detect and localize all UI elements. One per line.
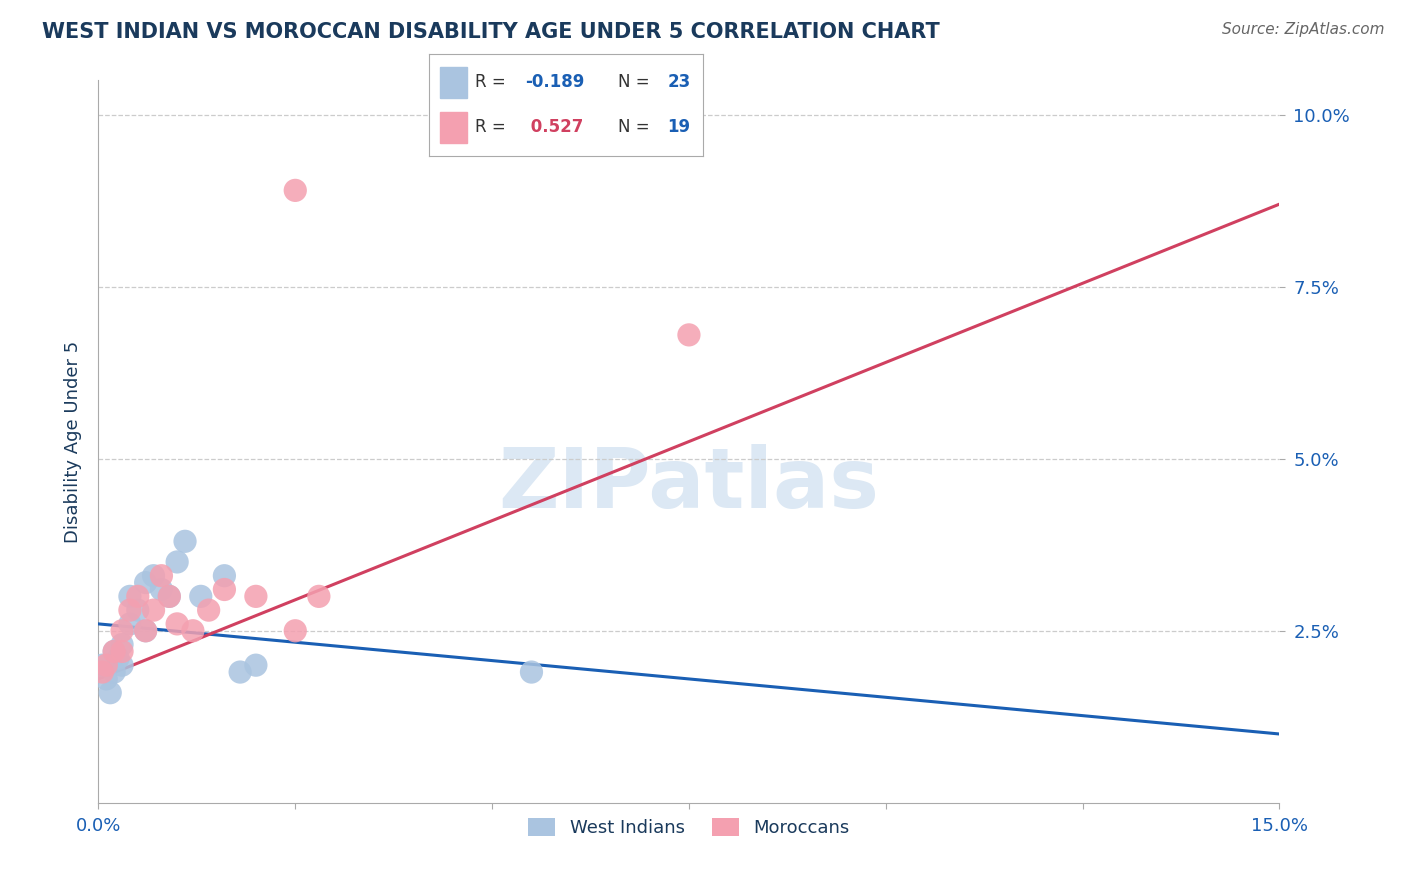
- Point: [150, 568, 173, 582]
- Point: [245, 590, 267, 604]
- Text: 0.527: 0.527: [524, 119, 583, 136]
- Point: [111, 658, 134, 673]
- Point: [308, 590, 330, 604]
- Point: [166, 555, 188, 569]
- Point: [284, 624, 307, 638]
- Text: R =: R =: [475, 73, 512, 91]
- Legend: West Indians, Moroccans: West Indians, Moroccans: [522, 811, 856, 845]
- Point: [111, 638, 134, 652]
- Y-axis label: Disability Age Under 5: Disability Age Under 5: [63, 341, 82, 542]
- Point: [520, 665, 543, 679]
- Text: 23: 23: [668, 73, 690, 91]
- Point: [103, 644, 125, 658]
- Point: [135, 575, 157, 590]
- Point: [197, 603, 219, 617]
- Bar: [440, 67, 467, 97]
- Point: [150, 582, 173, 597]
- Point: [118, 603, 141, 617]
- Point: [135, 624, 157, 638]
- Point: [245, 658, 267, 673]
- Point: [174, 534, 197, 549]
- Point: [96, 658, 118, 673]
- Point: [166, 616, 188, 631]
- Point: [111, 644, 134, 658]
- Point: [91, 658, 114, 673]
- Text: ZIPatlas: ZIPatlas: [499, 444, 879, 525]
- Point: [142, 603, 165, 617]
- Text: R =: R =: [475, 119, 512, 136]
- Point: [214, 568, 236, 582]
- Text: N =: N =: [619, 73, 655, 91]
- Point: [157, 590, 180, 604]
- Bar: [440, 112, 467, 143]
- Point: [103, 665, 125, 679]
- Point: [107, 651, 129, 665]
- Point: [181, 624, 204, 638]
- Point: [91, 665, 114, 679]
- Point: [229, 665, 252, 679]
- Point: [118, 616, 141, 631]
- Point: [135, 624, 157, 638]
- Text: Source: ZipAtlas.com: Source: ZipAtlas.com: [1222, 22, 1385, 37]
- Point: [103, 644, 125, 658]
- Point: [214, 582, 236, 597]
- Point: [127, 603, 149, 617]
- Text: -0.189: -0.189: [524, 73, 583, 91]
- Point: [96, 672, 118, 686]
- Point: [190, 590, 212, 604]
- Point: [678, 327, 700, 342]
- Point: [157, 590, 180, 604]
- Point: [118, 590, 141, 604]
- Point: [142, 568, 165, 582]
- Point: [127, 590, 149, 604]
- Point: [284, 183, 307, 197]
- Text: WEST INDIAN VS MOROCCAN DISABILITY AGE UNDER 5 CORRELATION CHART: WEST INDIAN VS MOROCCAN DISABILITY AGE U…: [42, 22, 941, 42]
- Text: 19: 19: [668, 119, 690, 136]
- Point: [111, 624, 134, 638]
- Text: N =: N =: [619, 119, 655, 136]
- Point: [98, 686, 121, 700]
